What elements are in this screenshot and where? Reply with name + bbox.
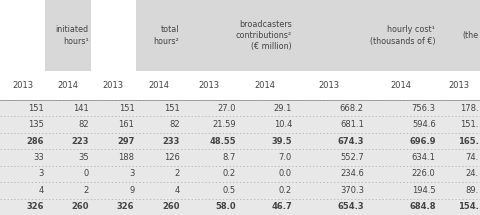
Text: 2013: 2013 bbox=[199, 81, 220, 90]
Text: 188: 188 bbox=[119, 153, 134, 162]
Text: 674.3: 674.3 bbox=[337, 137, 364, 146]
Bar bbox=[437, 0, 480, 71]
Text: 29.1: 29.1 bbox=[274, 104, 292, 113]
Text: 260: 260 bbox=[162, 202, 180, 211]
Text: 82: 82 bbox=[169, 120, 180, 129]
Text: 654.3: 654.3 bbox=[337, 202, 364, 211]
Text: 74.: 74. bbox=[465, 153, 479, 162]
Text: broadcasters
contributions²
(€ million): broadcasters contributions² (€ million) bbox=[235, 20, 291, 51]
Bar bbox=[45, 0, 91, 71]
Text: 58.0: 58.0 bbox=[215, 202, 236, 211]
Bar bbox=[0, 0, 480, 71]
Text: 151: 151 bbox=[164, 104, 180, 113]
Text: 233: 233 bbox=[162, 137, 180, 146]
Text: 4: 4 bbox=[38, 186, 44, 195]
Bar bbox=[181, 0, 293, 71]
Text: 594.6: 594.6 bbox=[412, 120, 436, 129]
Text: 2013: 2013 bbox=[319, 81, 340, 90]
Text: 0.2: 0.2 bbox=[223, 169, 236, 178]
Text: 21.59: 21.59 bbox=[212, 120, 236, 129]
Text: 8.7: 8.7 bbox=[222, 153, 236, 162]
Text: 696.9: 696.9 bbox=[409, 137, 436, 146]
Text: 0.5: 0.5 bbox=[223, 186, 236, 195]
Text: 161: 161 bbox=[119, 120, 134, 129]
Text: 668.2: 668.2 bbox=[340, 104, 364, 113]
Text: 2013: 2013 bbox=[448, 81, 469, 90]
Text: 370.3: 370.3 bbox=[340, 186, 364, 195]
Text: 151: 151 bbox=[28, 104, 44, 113]
Text: 0: 0 bbox=[84, 169, 89, 178]
Text: 326: 326 bbox=[26, 202, 44, 211]
Text: 2013: 2013 bbox=[103, 81, 124, 90]
Text: 89.: 89. bbox=[465, 186, 479, 195]
Bar bbox=[136, 0, 181, 71]
Text: 552.7: 552.7 bbox=[340, 153, 364, 162]
Text: 2014: 2014 bbox=[58, 81, 78, 90]
Text: 226.0: 226.0 bbox=[412, 169, 436, 178]
Text: 756.3: 756.3 bbox=[412, 104, 436, 113]
Text: 2014: 2014 bbox=[148, 81, 169, 90]
Text: initiated
hours¹: initiated hours¹ bbox=[56, 25, 89, 46]
Text: 234.6: 234.6 bbox=[340, 169, 364, 178]
Text: total
hours²: total hours² bbox=[154, 25, 179, 46]
Text: 194.5: 194.5 bbox=[412, 186, 436, 195]
Text: 2013: 2013 bbox=[12, 81, 33, 90]
Text: 3: 3 bbox=[38, 169, 44, 178]
Text: 46.7: 46.7 bbox=[271, 202, 292, 211]
Text: 297: 297 bbox=[117, 137, 134, 146]
Text: 260: 260 bbox=[72, 202, 89, 211]
Text: 2: 2 bbox=[84, 186, 89, 195]
Text: 24.: 24. bbox=[466, 169, 479, 178]
Text: 681.1: 681.1 bbox=[340, 120, 364, 129]
Text: 3: 3 bbox=[129, 169, 134, 178]
Text: 178.: 178. bbox=[460, 104, 479, 113]
Text: 10.4: 10.4 bbox=[274, 120, 292, 129]
Text: 0.2: 0.2 bbox=[279, 186, 292, 195]
Text: 2: 2 bbox=[174, 169, 180, 178]
Text: 141: 141 bbox=[73, 104, 89, 113]
Bar bbox=[0, 71, 480, 100]
Text: 82: 82 bbox=[78, 120, 89, 129]
Text: 27.0: 27.0 bbox=[217, 104, 236, 113]
Text: 151.: 151. bbox=[460, 120, 479, 129]
Text: 35: 35 bbox=[78, 153, 89, 162]
Text: 126: 126 bbox=[164, 153, 180, 162]
Text: 223: 223 bbox=[72, 137, 89, 146]
Text: 684.8: 684.8 bbox=[409, 202, 436, 211]
Text: 154.: 154. bbox=[458, 202, 479, 211]
Text: 9: 9 bbox=[129, 186, 134, 195]
Text: 151: 151 bbox=[119, 104, 134, 113]
Text: 7.0: 7.0 bbox=[279, 153, 292, 162]
Text: 2014: 2014 bbox=[391, 81, 412, 90]
Bar bbox=[293, 0, 437, 71]
Text: (the: (the bbox=[462, 31, 478, 40]
Text: 48.55: 48.55 bbox=[209, 137, 236, 146]
Text: 165.: 165. bbox=[458, 137, 479, 146]
Text: 135: 135 bbox=[28, 120, 44, 129]
Text: 2014: 2014 bbox=[255, 81, 276, 90]
Text: 634.1: 634.1 bbox=[412, 153, 436, 162]
Text: 33: 33 bbox=[33, 153, 44, 162]
Text: 39.5: 39.5 bbox=[271, 137, 292, 146]
Text: 0.0: 0.0 bbox=[279, 169, 292, 178]
Text: 326: 326 bbox=[117, 202, 134, 211]
Text: hourly cost¹
(thousands of €): hourly cost¹ (thousands of €) bbox=[370, 25, 435, 46]
Text: 286: 286 bbox=[26, 137, 44, 146]
Text: 4: 4 bbox=[174, 186, 180, 195]
